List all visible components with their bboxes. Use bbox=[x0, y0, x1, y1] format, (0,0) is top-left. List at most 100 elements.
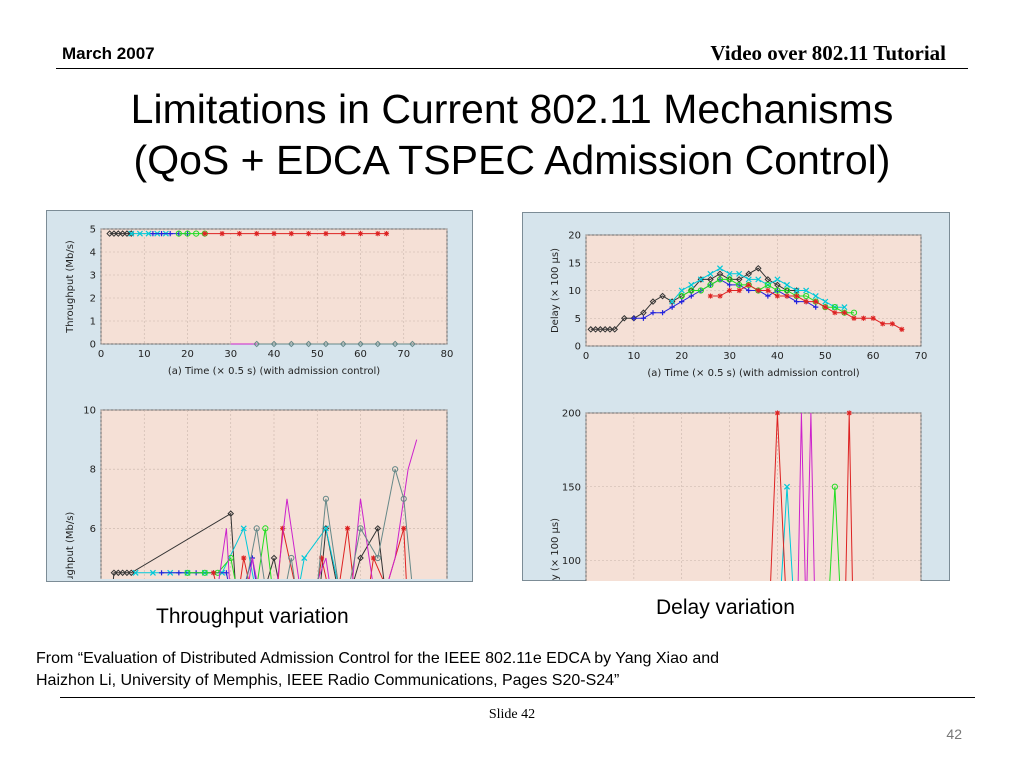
x-tick-label: 20 bbox=[181, 349, 194, 360]
data-point bbox=[301, 554, 308, 562]
data-point bbox=[640, 315, 647, 321]
data-point bbox=[262, 525, 269, 532]
data-point bbox=[774, 410, 781, 416]
data-point bbox=[668, 298, 676, 305]
data-point bbox=[764, 281, 771, 289]
data-point bbox=[344, 525, 351, 531]
data-point bbox=[158, 570, 165, 576]
data-point bbox=[270, 554, 278, 562]
data-point bbox=[669, 304, 675, 310]
data-point bbox=[340, 231, 346, 237]
data-point bbox=[357, 340, 364, 348]
data-point bbox=[726, 287, 733, 294]
data-point bbox=[841, 304, 848, 311]
data-point bbox=[745, 276, 752, 283]
data-point bbox=[271, 231, 277, 237]
data-point bbox=[241, 555, 247, 561]
data-point bbox=[401, 525, 407, 531]
data-point bbox=[339, 340, 347, 348]
y-tick-label: 5 bbox=[90, 225, 96, 236]
data-point bbox=[323, 231, 329, 237]
throughput-chart-a: 0 10 20 30 40 50 60 70 80 0 1 2 3 4 5 (a) Time (× 0.5 s… bbox=[65, 225, 454, 378]
x-tick-label: 70 bbox=[397, 349, 410, 360]
series-line bbox=[246, 469, 413, 579]
throughput-caption: Throughput variation bbox=[156, 605, 349, 628]
slide-title-line2: (QoS + EDCA TSPEC Admission Control) bbox=[133, 137, 891, 183]
data-point bbox=[374, 554, 381, 562]
data-point bbox=[201, 569, 208, 576]
data-point bbox=[145, 230, 152, 237]
data-point bbox=[287, 340, 295, 348]
y-tick-label: 10 bbox=[568, 286, 581, 297]
data-point bbox=[106, 230, 113, 237]
x-tick-label: 20 bbox=[675, 351, 688, 362]
citation-line2: Haizhon Li, University of Memphis, IEEE … bbox=[36, 672, 620, 689]
x-tick-label: 30 bbox=[723, 351, 736, 362]
data-point bbox=[803, 299, 809, 305]
data-point bbox=[650, 310, 656, 316]
data-point bbox=[774, 287, 781, 294]
data-point bbox=[119, 230, 126, 237]
data-point bbox=[813, 299, 819, 305]
data-point bbox=[128, 230, 135, 237]
y-axis-label: Delay (× 100 μs) bbox=[550, 518, 561, 581]
data-point bbox=[697, 287, 704, 294]
y-tick-label: 10 bbox=[83, 406, 96, 417]
data-point bbox=[803, 292, 810, 300]
data-point bbox=[110, 569, 118, 577]
data-point bbox=[755, 287, 761, 294]
data-point bbox=[679, 299, 685, 305]
delay-chart-b: 010203040506070050100150200(b) Time (× 0… bbox=[550, 409, 922, 581]
data-point bbox=[793, 293, 800, 299]
x-axis-label: (a) Time (× 0.5 s) (with admission contr… bbox=[647, 368, 859, 379]
x-tick-label: 80 bbox=[441, 349, 454, 360]
data-point bbox=[765, 287, 771, 294]
data-point bbox=[736, 270, 743, 277]
slide-title: Limitations in Current 802.11 Mechanisms… bbox=[0, 84, 1024, 186]
data-point bbox=[110, 230, 118, 237]
data-point bbox=[391, 340, 399, 348]
header-tutorial-title: Video over 802.11 Tutorial bbox=[710, 41, 946, 65]
data-point bbox=[409, 340, 416, 348]
x-tick-label: 40 bbox=[268, 349, 281, 360]
data-point bbox=[253, 340, 261, 348]
data-point bbox=[822, 298, 829, 305]
data-point bbox=[783, 281, 791, 288]
data-point bbox=[717, 293, 723, 299]
data-point bbox=[270, 340, 278, 348]
data-point bbox=[227, 510, 235, 517]
data-point bbox=[158, 231, 165, 237]
data-point bbox=[193, 230, 200, 237]
data-point bbox=[280, 525, 286, 531]
data-point bbox=[305, 340, 312, 348]
slide-title-line1: Limitations in Current 802.11 Mechanisms bbox=[130, 86, 894, 132]
data-point bbox=[123, 569, 131, 577]
data-point bbox=[322, 525, 330, 532]
data-point bbox=[392, 466, 399, 473]
y-tick-label: 6 bbox=[90, 524, 96, 535]
data-point bbox=[803, 287, 810, 294]
data-point bbox=[899, 326, 905, 332]
data-point bbox=[726, 276, 733, 283]
delay-figure-panel: 0 10 20 30 40 50 60 70 0 5 10 15 20 (a) Time (× 0.5 s… bbox=[522, 212, 950, 581]
data-point bbox=[254, 231, 260, 237]
data-point bbox=[322, 340, 330, 348]
data-point bbox=[688, 281, 695, 288]
data-point bbox=[322, 525, 329, 532]
data-point bbox=[736, 281, 743, 289]
series-line bbox=[218, 439, 418, 579]
series-line bbox=[112, 512, 385, 579]
citation-line1: From “Evaluation of Distributed Admissio… bbox=[36, 650, 720, 667]
series-line bbox=[829, 486, 841, 581]
data-point bbox=[374, 525, 382, 532]
x-tick-label: 50 bbox=[819, 351, 832, 362]
data-point bbox=[889, 321, 895, 327]
header-date: March 2007 bbox=[62, 44, 155, 63]
data-point bbox=[175, 230, 182, 237]
data-point bbox=[150, 231, 156, 237]
data-point bbox=[357, 231, 364, 237]
data-point bbox=[606, 326, 614, 333]
delay-caption: Delay variation bbox=[656, 596, 795, 619]
data-point bbox=[793, 299, 800, 305]
y-axis-label: Throughput (Mb/s) bbox=[65, 240, 76, 334]
